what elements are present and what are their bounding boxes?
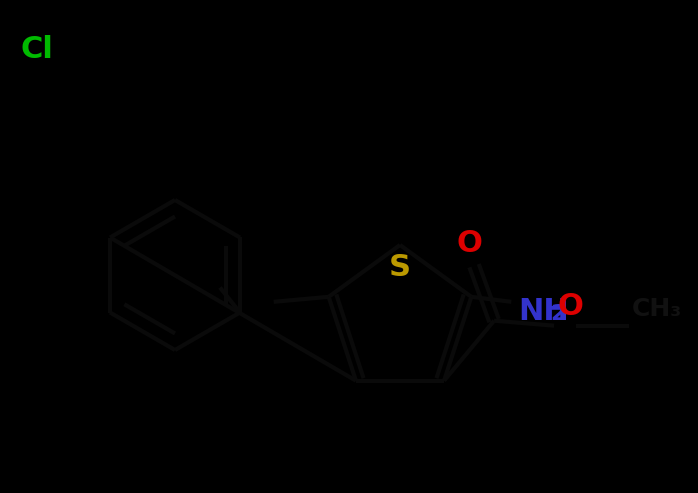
Text: 2: 2 (550, 304, 565, 324)
Text: Cl: Cl (20, 35, 53, 64)
Text: NH: NH (519, 297, 569, 326)
Text: CH₃: CH₃ (632, 297, 683, 320)
Text: O: O (557, 292, 583, 320)
Text: O: O (456, 229, 482, 258)
Text: S: S (389, 253, 411, 282)
